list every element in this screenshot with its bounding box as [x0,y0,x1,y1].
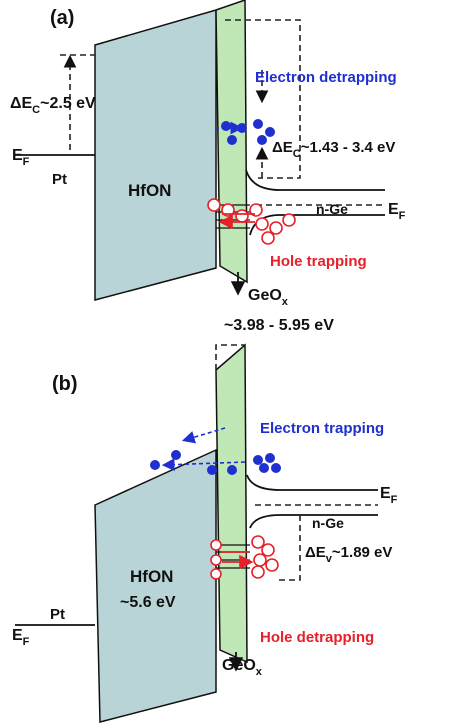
semiconductor-label: n-Ge [316,201,348,217]
hfon-layer [95,10,216,300]
text-part: E [388,201,399,218]
hole [262,544,274,556]
interface-offset: ΔEC~1.43 - 3.4 eV [272,139,395,160]
geox-layer [216,345,247,662]
conduction-band [247,475,378,490]
ev-guide [275,515,300,580]
panel-a: (a) ΔEC~2.5 eV EF Pt HfON Electron detra… [10,0,406,334]
text-part: E [380,485,391,502]
hole [283,214,295,226]
text-part: ΔE [305,544,326,561]
hole-process: Hole trapping [270,253,367,270]
dielectric-label: HfON [130,567,173,586]
text-part: F [399,210,406,222]
text-part: F [23,156,30,168]
offset-label: ΔEC~2.5 eV [10,95,96,116]
metal-label: Pt [52,171,67,188]
electron [227,465,237,475]
electron [227,135,237,145]
metal-fermi-label: EF [12,627,30,648]
text-part: GeO [222,657,256,674]
panel-label: (a) [50,7,74,29]
hfon-layer [95,450,216,722]
interlayer-gap: ~3.98 - 5.95 eV [224,317,334,334]
text-part: C [293,148,301,160]
electron [171,450,181,460]
hole [211,569,221,579]
text-part: E [12,627,23,644]
hole [266,559,278,571]
hole [211,555,221,565]
text-part: ΔE [272,139,293,156]
hole-process: Hole detrapping [260,629,374,646]
electron [253,119,263,129]
electron-process: Electron detrapping [255,69,397,86]
panel-label: (b) [52,373,78,395]
dielectric-label: HfON [128,181,171,200]
text-part: ΔE [10,95,33,112]
hole [252,566,264,578]
text-part: GeO [248,287,282,304]
text-part: C [32,104,40,116]
interface-offset: ΔEv~1.89 eV [305,544,392,565]
semi-fermi-label: EF [380,485,398,506]
electron [265,127,275,137]
electron [253,455,263,465]
hole [262,232,274,244]
diagram: (a) ΔEC~2.5 eV EF Pt HfON Electron detra… [0,0,460,725]
text-part: ~1.89 eV [332,544,392,561]
conduction-band [246,170,385,190]
text-part: ~1.43 - 3.4 eV [301,139,396,156]
text-part: ~2.5 eV [40,95,96,112]
electron [271,463,281,473]
electron [257,135,267,145]
hole [208,199,220,211]
electron-process: Electron trapping [260,420,384,437]
text-part: F [391,494,398,506]
hole [252,536,264,548]
hole [256,218,268,230]
text-part: x [256,666,263,678]
hole [236,210,248,222]
interlayer-label: GeOx [222,657,263,678]
panel-b: (b) Electron trapping EF n-Ge ΔEv~1.89 e… [12,345,398,722]
electron [150,460,160,470]
page: (a) ΔEC~2.5 eV EF Pt HfON Electron detra… [0,0,460,725]
electron [265,453,275,463]
text-part: x [282,296,289,308]
metal-label: Pt [50,606,65,623]
hole [270,222,282,234]
electron [207,465,217,475]
electron [221,121,231,131]
interlayer-label: GeOx [248,287,289,308]
semi-fermi-label: EF [388,201,406,222]
semiconductor-label: n-Ge [312,515,344,531]
text-part: F [23,636,30,648]
electron [259,463,269,473]
dielectric-gap: ~5.6 eV [120,594,176,611]
hole [211,540,221,550]
metal-fermi-label: EF [12,147,30,168]
text-part: E [12,147,23,164]
hole [254,554,266,566]
